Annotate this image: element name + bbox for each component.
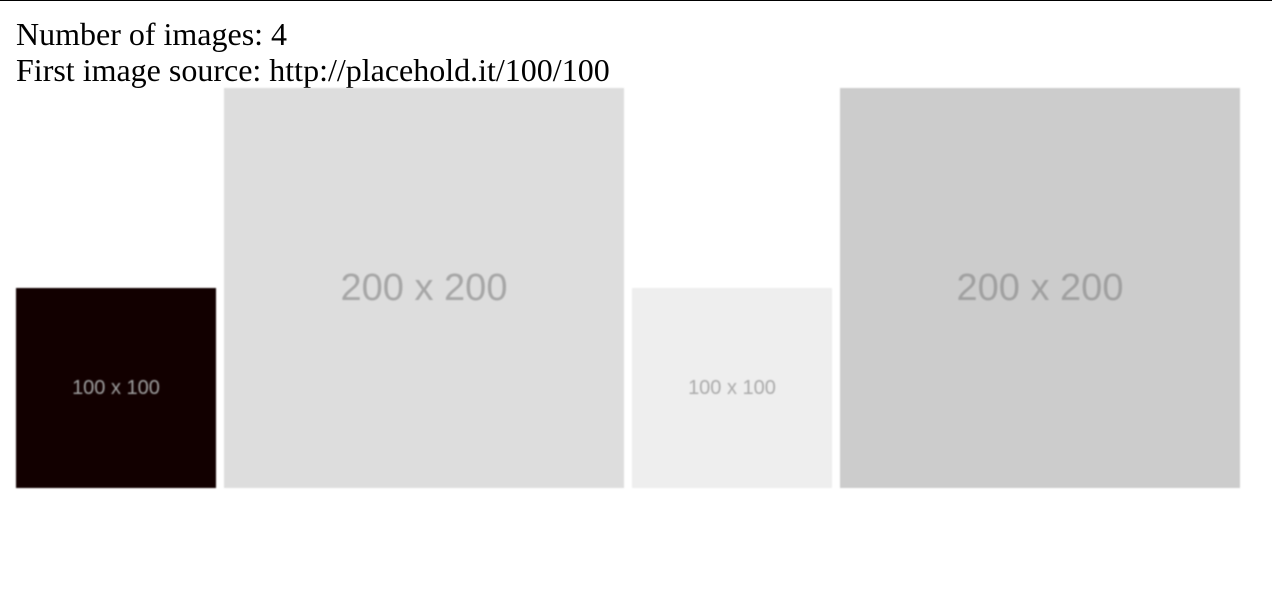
image-count-label: Number of images: (16, 16, 264, 52)
placeholder-image-1-label: 100 x 100 (72, 376, 160, 399)
placeholder-image-3-label: 100 x 100 (688, 376, 776, 399)
page-content: Number of images: 4 First image source: … (16, 16, 1240, 488)
first-image-source-value: http://placehold.it/100/100 (269, 52, 610, 88)
placeholder-image-2: 200 x 200 (224, 88, 624, 488)
image-count-line: Number of images: 4 (16, 16, 1240, 52)
first-image-source-line: First image source: http://placehold.it/… (16, 52, 1240, 88)
top-divider (0, 0, 1272, 1)
image-count-value: 4 (271, 16, 288, 52)
placeholder-image-2-label: 200 x 200 (340, 266, 508, 309)
placeholder-image-1: 100 x 100 (16, 288, 216, 488)
placeholder-image-3: 100 x 100 (632, 288, 832, 488)
placeholder-image-4-label: 200 x 200 (956, 266, 1124, 309)
first-image-source-label: First image source: (16, 52, 262, 88)
image-row: 100 x 100 200 x 200 100 x 100 200 x 200 (16, 88, 1240, 488)
placeholder-image-4: 200 x 200 (840, 88, 1240, 488)
